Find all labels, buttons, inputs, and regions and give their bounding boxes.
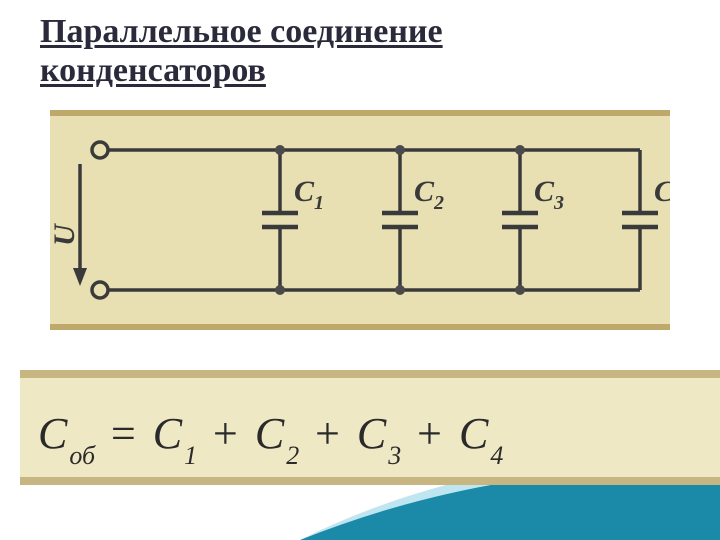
capacitor-label: C1 <box>294 175 324 214</box>
capacitor-label: C3 <box>534 175 564 214</box>
formula-text: Cоб = C1 + C2 + C3 + C4 <box>38 408 503 465</box>
voltage-label: U <box>50 223 81 246</box>
page-title: Параллельное соединение конденсаторов <box>40 12 443 90</box>
circuit-diagram: U C1 C2 C3 C4 <box>50 110 670 330</box>
circuit-svg: U C1 C2 C3 C4 <box>50 110 670 330</box>
title-line1: Параллельное соединение <box>40 13 443 50</box>
title-line2: конденсаторов <box>40 52 266 89</box>
capacitor-label: C4 <box>654 175 670 214</box>
capacitor-label: C2 <box>414 175 444 214</box>
formula-panel: Cоб = C1 + C2 + C3 + C4 <box>20 370 720 485</box>
